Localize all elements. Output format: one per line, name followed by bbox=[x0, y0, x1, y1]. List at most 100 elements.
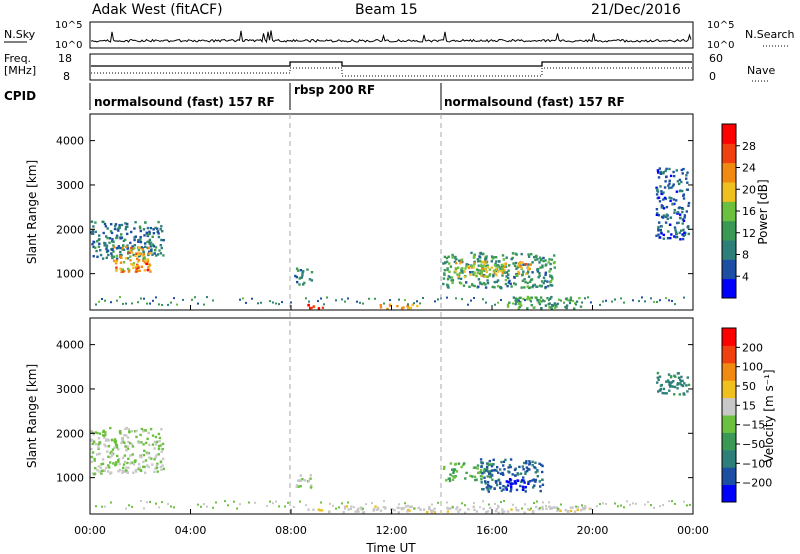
velocity-cell bbox=[126, 436, 130, 439]
velocity-cell bbox=[341, 502, 343, 505]
power-cell bbox=[485, 301, 487, 304]
velocity-cell bbox=[143, 465, 146, 469]
velocity-cell bbox=[489, 487, 492, 490]
velocity-cell bbox=[476, 467, 479, 470]
power-cell bbox=[98, 238, 101, 241]
power-cell bbox=[91, 243, 94, 246]
power-cell bbox=[458, 271, 462, 275]
velocity-cell bbox=[376, 507, 380, 510]
velocity-cell bbox=[479, 506, 481, 509]
power-cell bbox=[120, 223, 124, 227]
power-cell bbox=[486, 264, 489, 267]
velocity-cell bbox=[120, 441, 123, 445]
velocity-cell bbox=[502, 464, 505, 467]
velocity-cell bbox=[111, 452, 114, 455]
velocity-cell bbox=[674, 375, 677, 378]
freq-left-label-2: [MHz] bbox=[4, 64, 36, 77]
power-cell bbox=[501, 274, 504, 277]
power-cell bbox=[680, 168, 683, 172]
velocity-cell bbox=[473, 502, 475, 505]
power-cell bbox=[657, 176, 661, 179]
power-cell bbox=[99, 249, 102, 252]
power-cell bbox=[120, 236, 124, 239]
velocity-cell bbox=[510, 485, 513, 489]
velocity-cell bbox=[507, 481, 510, 484]
velocity-cell bbox=[677, 376, 681, 379]
velocity-cell bbox=[541, 464, 544, 468]
velocity-cell bbox=[110, 501, 112, 504]
velocity-cell bbox=[448, 479, 452, 483]
velocity-cell bbox=[102, 430, 105, 434]
velocity-cell bbox=[482, 488, 485, 491]
power-cell bbox=[134, 254, 137, 257]
power-cell bbox=[147, 266, 150, 269]
power-cell bbox=[544, 285, 547, 289]
power-cell bbox=[133, 236, 136, 239]
power-cell bbox=[463, 275, 466, 279]
power-cell bbox=[143, 261, 147, 264]
power-cell bbox=[90, 231, 93, 234]
power-cell bbox=[112, 240, 115, 243]
velocity-colorbar-tick-label: 100 bbox=[742, 361, 763, 374]
velocity-cell bbox=[124, 469, 128, 472]
velocity-cell bbox=[93, 457, 96, 461]
power-cell bbox=[135, 269, 139, 272]
power-cell bbox=[549, 284, 553, 287]
power-cell bbox=[494, 272, 497, 275]
velocity-cell bbox=[297, 485, 300, 488]
power-cell bbox=[451, 256, 454, 259]
power-cell bbox=[683, 231, 686, 234]
power-cell bbox=[498, 260, 501, 263]
power-cell bbox=[454, 255, 457, 259]
velocity-cell bbox=[156, 470, 159, 473]
power-cell bbox=[197, 302, 199, 305]
power-cell bbox=[118, 226, 121, 229]
power-cell bbox=[669, 174, 673, 178]
velocity-cell bbox=[377, 506, 379, 509]
velocity-cell bbox=[305, 504, 307, 507]
power-cell bbox=[554, 302, 556, 305]
velocity-cell bbox=[524, 485, 527, 489]
power-cell bbox=[110, 240, 114, 243]
power-cell bbox=[446, 278, 450, 281]
velocity-cell bbox=[486, 465, 489, 469]
power-cell bbox=[504, 282, 508, 286]
power-cell bbox=[91, 228, 95, 232]
power-cell bbox=[551, 304, 555, 307]
velocity-cell bbox=[656, 381, 659, 384]
velocity-cell bbox=[272, 502, 274, 505]
velocity-cell bbox=[139, 433, 142, 437]
power-cell bbox=[173, 297, 175, 300]
velocity-cell bbox=[485, 486, 488, 489]
velocity-cell bbox=[614, 502, 616, 505]
velocity-cell bbox=[110, 471, 113, 474]
velocity-cell bbox=[295, 485, 298, 488]
power-cell bbox=[546, 297, 549, 300]
power-cell bbox=[510, 285, 513, 288]
power-cell bbox=[465, 264, 468, 268]
power-cell bbox=[136, 260, 140, 263]
velocity-cell bbox=[527, 480, 530, 484]
power-cell bbox=[657, 225, 660, 229]
power-cell bbox=[120, 233, 123, 236]
power-cell bbox=[504, 271, 507, 274]
power-cell bbox=[657, 196, 661, 199]
velocity-cell bbox=[93, 473, 96, 476]
power-cell bbox=[321, 306, 325, 309]
power-cell bbox=[681, 207, 684, 210]
velocity-ytick-label: 1000 bbox=[56, 472, 84, 485]
power-cell bbox=[94, 221, 97, 224]
velocity-cell bbox=[529, 480, 532, 483]
velocity-cell bbox=[452, 506, 454, 509]
velocity-cell bbox=[679, 380, 683, 383]
power-cell bbox=[566, 297, 568, 300]
power-cell bbox=[108, 237, 112, 240]
velocity-cell bbox=[359, 506, 363, 509]
power-cell bbox=[569, 298, 572, 302]
power-cell bbox=[120, 256, 123, 259]
power-cell bbox=[543, 279, 547, 282]
power-cell bbox=[674, 236, 678, 239]
power-cell bbox=[490, 255, 494, 258]
velocity-cell bbox=[644, 503, 646, 506]
velocity-cell bbox=[447, 477, 450, 480]
